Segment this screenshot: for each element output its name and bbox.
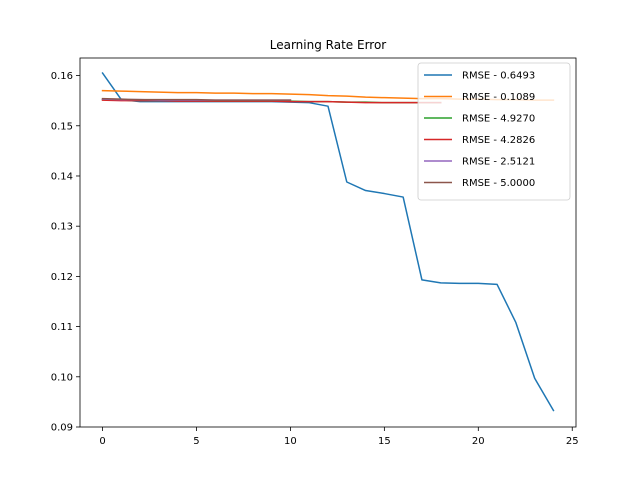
y-tick-label: 0.14	[51, 171, 73, 182]
legend-box	[417, 62, 571, 201]
x-tick-label: 0	[99, 436, 105, 447]
legend-label: RMSE - 4.2826	[462, 135, 535, 146]
axes-layer: 0 5 10 15 20 25 0.09 0.10 0.11 0.12 0.13 0.14 0.15 0.…	[51, 57, 579, 447]
legend-label: RMSE - 0.6493	[462, 71, 535, 82]
x-tick-label: 5	[193, 436, 199, 447]
legend: RMSE - 0.6493 RMSE - 0.1089 RMSE - 4.9270 R…	[417, 62, 571, 201]
y-tick-label: 0.10	[51, 372, 73, 383]
chart-title: Learning Rate Error	[270, 38, 387, 52]
y-tick-label: 0.12	[51, 272, 73, 283]
y-tick-label: 0.13	[51, 222, 73, 233]
y-tick-label: 0.09	[51, 423, 73, 434]
x-tick-label: 20	[472, 436, 485, 447]
x-tick-label: 25	[566, 436, 579, 447]
legend-label: RMSE - 2.5121	[462, 157, 535, 168]
series-line-6	[101, 97, 292, 101]
y-tick-label: 0.15	[51, 121, 73, 132]
plot-frame	[79, 57, 577, 428]
x-tick-label: 10	[284, 436, 297, 447]
x-tick-label: 15	[378, 436, 391, 447]
y-tick-label: 0.11	[51, 322, 73, 333]
legend-label: RMSE - 0.1089	[462, 92, 535, 103]
legend-label: RMSE - 4.9270	[462, 114, 535, 125]
series-layer	[101, 72, 555, 412]
y-tick-label: 0.16	[51, 71, 73, 82]
legend-label: RMSE - 5.0000	[462, 178, 535, 189]
